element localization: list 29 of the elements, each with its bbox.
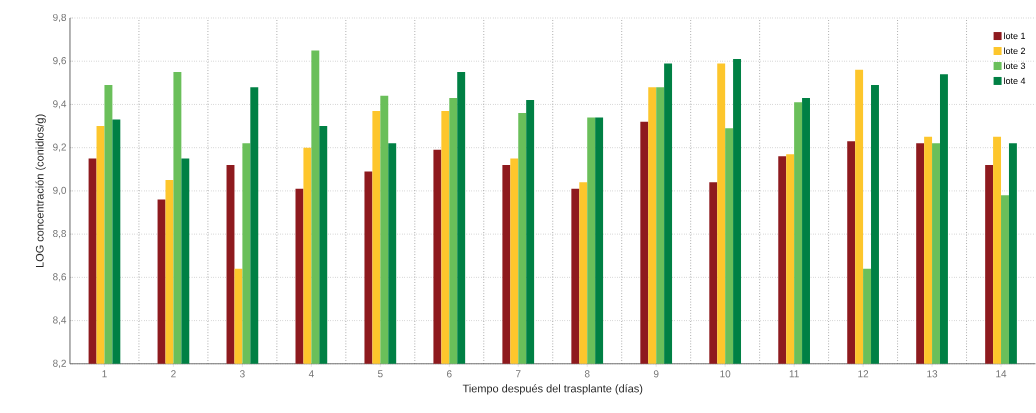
x-tick-label: 13 [927,370,938,378]
y-tick-label: 9,4 [53,100,67,109]
x-tick-label: 7 [516,370,521,378]
x-tick-label: 5 [377,370,383,378]
x-tick-label: 4 [308,370,314,378]
y-tick-label: 9,6 [53,57,67,66]
x-tick-label: 12 [858,370,869,378]
legend-label: lote 4 [1004,77,1026,85]
legend-label: lote 3 [1004,62,1026,70]
y-tick-label: 9,8 [53,13,67,23]
x-tick-label: 14 [996,370,1007,378]
x-tick-label: 11 [789,370,799,378]
y-tick-label: 8,4 [53,316,67,325]
y-tick-label: 9,0 [53,186,67,196]
x-axis-title: Tiempo después del trasplante (días) [462,384,643,395]
x-tick-label: 2 [171,370,176,378]
y-tick-label: 9,2 [53,143,66,152]
x-tick-label: 8 [584,370,590,378]
legend-label: lote 2 [1004,47,1026,55]
x-tick-label: 6 [447,370,452,378]
legend-label: lote 1 [1004,32,1026,40]
x-tick-label: 3 [239,370,245,378]
y-tick-label: 8,6 [53,273,67,282]
y-axis-title: LOG concentración (conidios/g) [35,114,46,268]
y-tick-label: 8,2 [53,359,66,369]
x-tick-label: 10 [720,370,731,378]
x-tick-label: 1 [102,370,107,378]
y-tick-label: 8,8 [53,230,67,239]
x-tick-label: 9 [653,370,659,378]
